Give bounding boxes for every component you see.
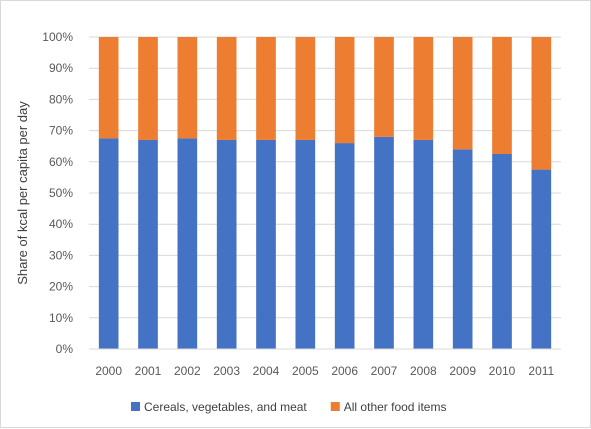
bar-segment-other-food-items-2004 [256, 37, 276, 140]
bar-segment-other-food-items-2001 [138, 37, 158, 140]
y-tick-label: 30% [49, 248, 73, 262]
y-axis-tick-labels: 0% 10% 20% 30% 40% 50% 60% 70% 80% 90% 100% [42, 30, 73, 356]
y-tick-label: 80% [49, 92, 73, 106]
legend: Cereals, vegetables, and meat All other f… [131, 400, 446, 414]
bar-segment-other-food-items-2006 [334, 37, 355, 144]
bar-segment-other-food-items-2011 [531, 37, 552, 170]
bar-segment-cereals-vegetables-meat-2008 [413, 139, 434, 349]
gridlines [89, 36, 561, 319]
bar-segment-other-food-items-2002 [177, 37, 198, 139]
x-axis-tick-labels: 2000 2001 2002 2003 2004 2005 2006 2007 2008 2009… [95, 364, 554, 378]
x-tick-label: 2009 [449, 364, 476, 378]
y-axis-title: Share of kcal per capita per day [15, 101, 30, 285]
x-tick-label: 2000 [95, 364, 122, 378]
legend-label: All other food items [344, 400, 447, 414]
bars [98, 37, 552, 349]
y-tick-label: 70% [49, 124, 73, 138]
bar-segment-cereals-vegetables-meat-2007 [374, 136, 394, 349]
x-tick-label: 2001 [135, 364, 162, 378]
bar-segment-other-food-items-2005 [295, 37, 316, 140]
bar-segment-cereals-vegetables-meat-2000 [98, 138, 119, 349]
y-tick-label: 60% [49, 155, 73, 169]
x-tick-label: 2006 [331, 364, 358, 378]
x-tick-label: 2004 [253, 364, 280, 378]
x-tick-label: 2002 [174, 364, 201, 378]
x-tick-label: 2005 [292, 364, 319, 378]
bar-segment-other-food-items-2010 [492, 37, 512, 154]
bar-segment-other-food-items-2007 [374, 37, 394, 137]
bar-segment-cereals-vegetables-meat-2005 [295, 139, 316, 349]
x-tick-label: 2011 [528, 364, 554, 378]
y-tick-label: 100% [42, 30, 73, 44]
y-tick-label: 0% [56, 342, 74, 356]
bar-segment-cereals-vegetables-meat-2003 [216, 139, 237, 349]
bar-segment-other-food-items-2000 [98, 37, 119, 139]
bar-segment-cereals-vegetables-meat-2004 [256, 139, 276, 349]
x-tick-label: 2010 [489, 364, 516, 378]
bar-segment-cereals-vegetables-meat-2002 [177, 138, 198, 349]
bar-segment-cereals-vegetables-meat-2010 [492, 154, 512, 349]
x-tick-label: 2007 [371, 364, 398, 378]
y-tick-label: 40% [49, 217, 73, 231]
bar-segment-cereals-vegetables-meat-2001 [138, 139, 158, 349]
y-tick-label: 90% [49, 61, 73, 75]
bar-segment-cereals-vegetables-meat-2009 [452, 149, 473, 349]
bar-segment-other-food-items-2003 [216, 37, 237, 140]
bar-segment-other-food-items-2009 [452, 37, 473, 150]
legend-label: Cereals, vegetables, and meat [144, 400, 307, 414]
x-tick-label: 2003 [213, 364, 240, 378]
y-tick-label: 50% [49, 186, 73, 200]
bar-segment-cereals-vegetables-meat-2006 [334, 143, 355, 349]
bar-segment-other-food-items-2008 [413, 37, 434, 140]
x-tick-label: 2008 [410, 364, 437, 378]
bar-segment-cereals-vegetables-meat-2011 [531, 169, 552, 349]
legend-swatch [131, 402, 140, 411]
y-tick-label: 10% [49, 311, 73, 325]
legend-swatch [330, 402, 340, 411]
y-tick-label: 20% [49, 280, 73, 294]
